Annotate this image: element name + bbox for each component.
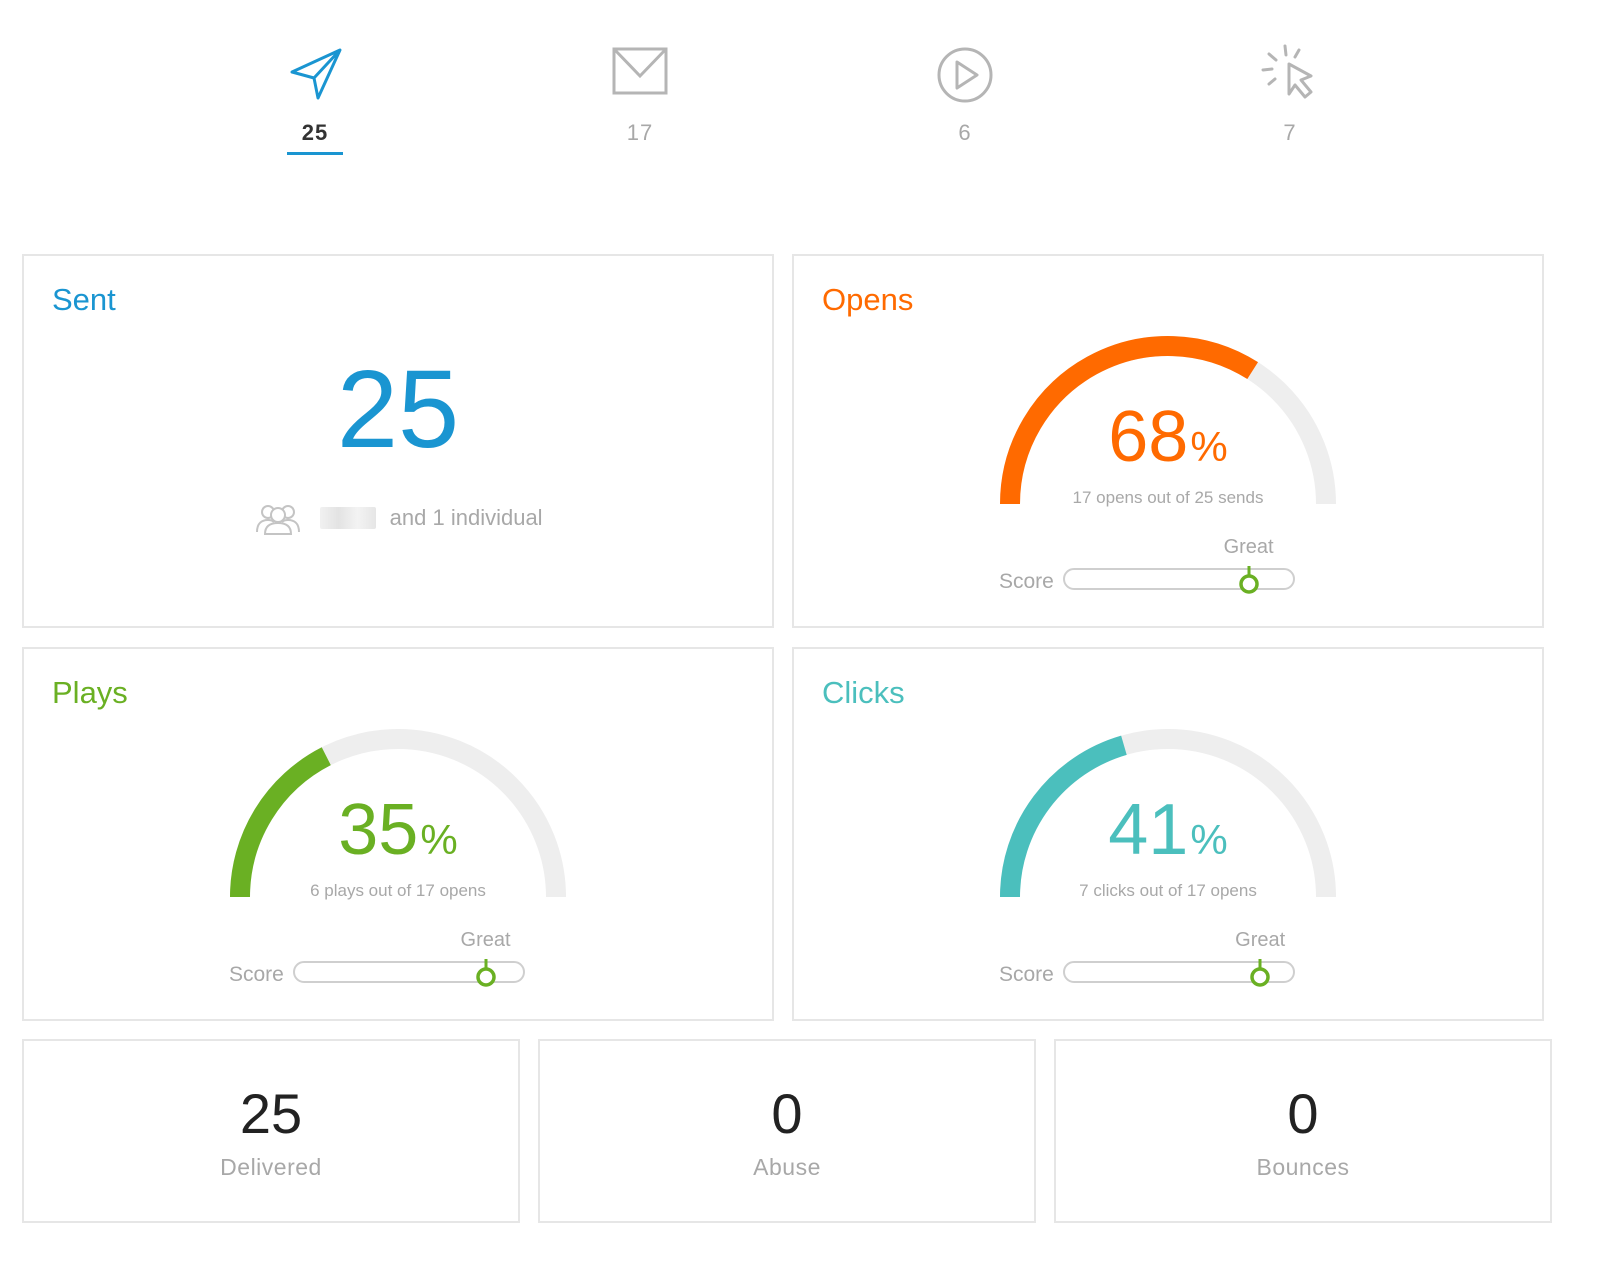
score-knob-icon [1250,959,1270,987]
score-track [1063,568,1295,590]
delivered-value: 25 [239,1082,303,1145]
envelope-icon [605,38,675,108]
score-marker: Great [456,929,516,989]
score-label: Score [999,963,1054,986]
delivered-label: Delivered [220,1154,322,1180]
clicks-gauge [994,719,1342,909]
metric-tabs: 25 17 6 7 [0,0,1600,200]
active-tab-indicator [287,152,343,155]
bounces-card: 0 Bounces [1054,1039,1552,1223]
opens-title: Opens [822,282,914,317]
score-knob-icon [475,959,496,987]
recipients-text: and 1 individual [389,505,543,530]
click-icon [1255,38,1325,108]
plays-percent: 35% [338,790,458,870]
score-label: Score [999,570,1054,593]
score-rating: Great [1235,929,1286,951]
score-marker: Great [1230,929,1290,989]
delivered-card: 25 Delivered [22,1039,520,1223]
opens-gauge-fill [1000,336,1259,505]
opens-score: Score Great [999,536,1309,596]
score-track [293,961,525,983]
score-rating: Great [1223,536,1274,558]
opens-card: Opens 68% 17 opens out of 25 sends Score… [792,254,1544,628]
tab-sent[interactable]: 25 [245,38,385,158]
tab-clicks[interactable]: 7 [1220,38,1360,158]
plays-card: Plays 35% 6 plays out of 17 opens Score … [22,647,774,1021]
plays-title: Plays [52,675,128,710]
clicks-score: Score Great [999,929,1309,989]
score-track [1063,961,1295,983]
tab-opens-count: 17 [626,120,654,145]
tab-opens[interactable]: 17 [570,38,710,158]
abuse-value: 0 [771,1082,803,1145]
opens-subtitle: 17 opens out of 25 sends [1072,488,1264,507]
recipients-summary[interactable]: and 1 individual [24,501,772,535]
plays-subtitle: 6 plays out of 17 opens [310,881,486,900]
plays-score: Score Great [229,929,539,989]
clicks-percent: 41% [1108,790,1228,870]
clicks-title: Clicks [822,675,905,710]
recipient-list-name [319,507,376,529]
tab-clicks-count: 7 [1283,120,1297,145]
clicks-card: Clicks 41% 7 clicks out of 17 opens Scor… [792,647,1544,1021]
score-rating: Great [460,929,511,951]
people-icon [253,501,303,535]
clicks-subtitle: 7 clicks out of 17 opens [1079,881,1257,900]
bounces-value: 0 [1287,1082,1319,1145]
send-icon [280,38,350,108]
sent-card: Sent 25 and 1 individual [22,254,774,628]
sent-title: Sent [52,282,116,317]
score-label: Score [229,963,284,986]
play-icon [930,38,1000,108]
tab-sent-count: 25 [301,120,329,145]
opens-percent: 68% [1108,397,1228,477]
bounces-label: Bounces [1256,1154,1350,1180]
tab-plays-count: 6 [958,120,972,145]
sent-count: 25 [336,348,460,471]
clicks-gauge-fill [1000,735,1127,898]
opens-gauge [994,326,1342,516]
score-knob-icon [1238,566,1259,594]
tab-plays[interactable]: 6 [895,38,1035,158]
abuse-label: Abuse [753,1154,821,1180]
abuse-card: 0 Abuse [538,1039,1036,1223]
plays-gauge-fill [230,747,331,898]
score-marker: Great [1219,536,1279,596]
plays-gauge [224,719,572,909]
